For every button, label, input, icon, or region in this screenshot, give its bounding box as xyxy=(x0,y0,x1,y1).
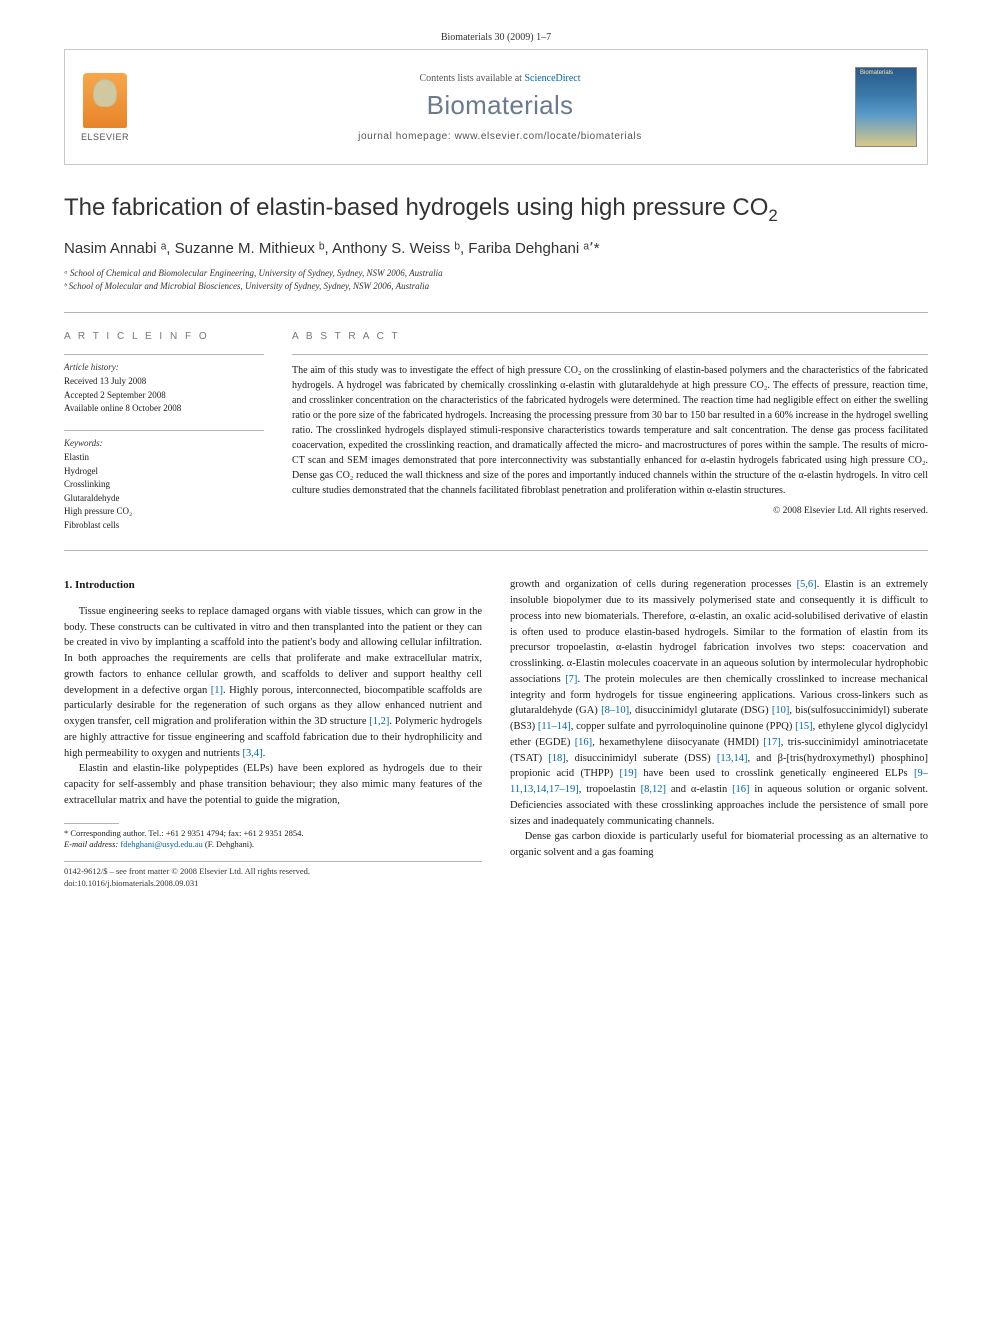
body-paragraph: Elastin and elastin-like polypeptides (E… xyxy=(64,761,482,808)
divider-rule-2 xyxy=(64,550,928,551)
affiliations: ᵃ School of Chemical and Biomolecular En… xyxy=(64,267,928,294)
keyword: Fibroblast cells xyxy=(64,519,264,533)
header-center: Contents lists available at ScienceDirec… xyxy=(145,65,855,150)
citation-line: Biomaterials 30 (2009) 1–7 xyxy=(64,32,928,43)
title-sub: 2 xyxy=(768,206,777,225)
affiliation-a: ᵃ School of Chemical and Biomolecular En… xyxy=(64,267,928,281)
elsevier-logo: ELSEVIER xyxy=(65,50,145,164)
article-info-heading: A R T I C L E I N F O xyxy=(64,329,264,344)
contents-available-line: Contents lists available at ScienceDirec… xyxy=(145,73,855,84)
keyword: High pressure CO₂ xyxy=(64,505,264,519)
affiliation-b: ᵇ School of Molecular and Microbial Bios… xyxy=(64,280,928,294)
article-info: A R T I C L E I N F O Article history: R… xyxy=(64,329,264,533)
sciencedirect-link[interactable]: ScienceDirect xyxy=(524,73,580,84)
issn-line: 0142-9612/$ – see front matter © 2008 El… xyxy=(64,866,482,878)
journal-header: ELSEVIER Contents lists available at Sci… xyxy=(64,49,928,165)
elsevier-tree-icon xyxy=(83,73,127,128)
abstract-heading: A B S T R A C T xyxy=(292,329,928,344)
homepage-prefix: journal homepage: xyxy=(358,131,454,142)
authors-line: Nasim Annabi ᵃ, Suzanne M. Mithieux ᵇ, A… xyxy=(64,239,928,257)
body-paragraph: Tissue engineering seeks to replace dama… xyxy=(64,604,482,762)
footnotes: * Corresponding author. Tel.: +61 2 9351… xyxy=(64,828,482,852)
abstract-text: The aim of this study was to investigate… xyxy=(292,363,928,498)
email-link[interactable]: fdehghani@usyd.edu.au xyxy=(120,839,202,849)
keyword: Glutaraldehyde xyxy=(64,492,264,506)
body-columns: 1. Introduction Tissue engineering seeks… xyxy=(64,577,928,890)
keyword: Crosslinking xyxy=(64,478,264,492)
section-heading: 1. Introduction xyxy=(64,577,482,594)
email-label: E-mail address: xyxy=(64,839,120,849)
abstract: A B S T R A C T The aim of this study wa… xyxy=(292,329,928,533)
bottom-rule xyxy=(64,861,482,862)
body-col-left: 1. Introduction Tissue engineering seeks… xyxy=(64,577,482,890)
online-date: Available online 8 October 2008 xyxy=(64,402,264,416)
abstract-copyright: © 2008 Elsevier Ltd. All rights reserved… xyxy=(292,504,928,518)
cover-label: Biomaterials xyxy=(860,70,893,76)
body-paragraph: Dense gas carbon dioxide is particularly… xyxy=(510,829,928,861)
journal-cover-thumbnail: Biomaterials xyxy=(855,67,917,147)
contents-prefix: Contents lists available at xyxy=(419,73,524,84)
corresponding-author: * Corresponding author. Tel.: +61 2 9351… xyxy=(64,828,482,840)
homepage-url[interactable]: www.elsevier.com/locate/biomaterials xyxy=(455,131,642,142)
keyword: Hydrogel xyxy=(64,465,264,479)
keyword: Elastin xyxy=(64,451,264,465)
bottom-info: 0142-9612/$ – see front matter © 2008 El… xyxy=(64,866,482,890)
kw-rule xyxy=(64,430,264,431)
article-title: The fabrication of elastin-based hydroge… xyxy=(64,193,928,227)
email-suffix: (F. Dehghani). xyxy=(203,839,254,849)
footnote-rule xyxy=(64,823,119,824)
info-rule xyxy=(64,354,264,355)
body-col-right: growth and organization of cells during … xyxy=(510,577,928,890)
doi-line: doi:10.1016/j.biomaterials.2008.09.031 xyxy=(64,878,482,890)
received-date: Received 13 July 2008 xyxy=(64,375,264,389)
homepage-line: journal homepage: www.elsevier.com/locat… xyxy=(145,131,855,142)
elsevier-label: ELSEVIER xyxy=(81,132,129,142)
meta-row: A R T I C L E I N F O Article history: R… xyxy=(64,313,928,551)
keywords-label: Keywords: xyxy=(64,437,264,451)
history-label: Article history: xyxy=(64,361,264,375)
body-paragraph: growth and organization of cells during … xyxy=(510,577,928,829)
corresponding-email-line: E-mail address: fdehghani@usyd.edu.au (F… xyxy=(64,839,482,851)
title-text: The fabrication of elastin-based hydroge… xyxy=(64,194,768,221)
accepted-date: Accepted 2 September 2008 xyxy=(64,389,264,403)
abstract-rule xyxy=(292,354,928,355)
journal-name: Biomaterials xyxy=(145,90,855,121)
